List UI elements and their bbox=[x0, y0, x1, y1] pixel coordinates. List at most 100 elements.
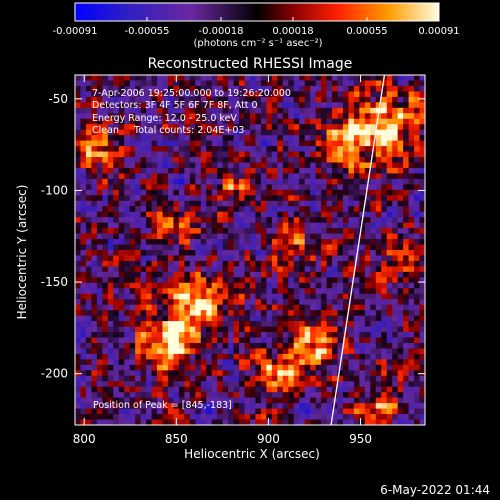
heatmap-cell bbox=[250, 386, 257, 393]
heatmap-cell bbox=[260, 381, 268, 388]
heatmap-cell bbox=[96, 80, 103, 87]
heatmap-cell bbox=[375, 102, 382, 109]
heatmap-cell bbox=[337, 146, 344, 153]
heatmap-cell bbox=[222, 96, 229, 103]
heatmap-cell bbox=[342, 228, 350, 235]
heatmap-cell bbox=[342, 157, 350, 164]
heatmap-cell bbox=[200, 107, 207, 114]
heatmap-cell bbox=[293, 337, 300, 344]
heatmap-cell bbox=[244, 342, 251, 350]
heatmap-cell bbox=[304, 162, 311, 169]
heatmap-cell bbox=[146, 96, 153, 103]
heatmap-cell bbox=[118, 342, 125, 350]
heatmap-cell bbox=[408, 386, 415, 393]
heatmap-cell bbox=[113, 375, 120, 382]
heatmap-cell bbox=[124, 337, 131, 344]
heatmap-cell bbox=[178, 239, 185, 246]
heatmap-cell bbox=[146, 162, 153, 169]
heatmap-cell bbox=[277, 255, 284, 262]
heatmap-cell bbox=[288, 299, 295, 306]
heatmap-cell bbox=[353, 408, 360, 415]
heatmap-cell bbox=[337, 370, 344, 377]
heatmap-cell bbox=[244, 403, 251, 410]
y-tick-label: -150 bbox=[41, 275, 68, 289]
heatmap-cell bbox=[419, 200, 425, 207]
heatmap-cell bbox=[353, 277, 360, 284]
heatmap-cell bbox=[200, 403, 207, 410]
heatmap-cell bbox=[386, 80, 393, 87]
heatmap-cell bbox=[419, 102, 425, 109]
heatmap-cell bbox=[414, 293, 421, 300]
heatmap-cell bbox=[228, 96, 235, 103]
heatmap-cell bbox=[364, 244, 371, 251]
heatmap-cell bbox=[228, 266, 235, 273]
heatmap-cell bbox=[359, 96, 366, 103]
heatmap-cell bbox=[255, 96, 262, 103]
heatmap-cell bbox=[250, 162, 257, 169]
heatmap-cell bbox=[157, 375, 164, 382]
heatmap-cell bbox=[277, 211, 284, 218]
heatmap-cell bbox=[206, 244, 213, 251]
heatmap-cell bbox=[162, 255, 169, 262]
heatmap-cell bbox=[321, 173, 328, 180]
heatmap-cell bbox=[124, 91, 131, 98]
heatmap-cell bbox=[277, 146, 284, 153]
heatmap-cell bbox=[113, 107, 120, 114]
heatmap-cell bbox=[178, 321, 185, 328]
heatmap-cell bbox=[140, 310, 147, 317]
heatmap-cell bbox=[113, 255, 120, 262]
heatmap-cell bbox=[255, 124, 262, 131]
heatmap-cell bbox=[277, 239, 284, 246]
heatmap-cell bbox=[375, 315, 382, 322]
heatmap-cell bbox=[228, 140, 235, 147]
heatmap-cell bbox=[178, 178, 185, 185]
heatmap-cell bbox=[364, 157, 371, 164]
heatmap-cell bbox=[184, 293, 191, 300]
heatmap-cell bbox=[217, 342, 224, 350]
heatmap-cell bbox=[146, 348, 153, 355]
heatmap-cell bbox=[288, 195, 295, 202]
heatmap-cell bbox=[96, 304, 103, 311]
heatmap-cell bbox=[332, 206, 339, 213]
heatmap-cell bbox=[332, 146, 339, 153]
heatmap-cell bbox=[189, 326, 196, 333]
heatmap-cell bbox=[184, 321, 191, 328]
heatmap-cell bbox=[250, 337, 257, 344]
heatmap-cell bbox=[293, 244, 300, 251]
heatmap-cell bbox=[337, 255, 344, 262]
heatmap-cell bbox=[266, 135, 273, 142]
heatmap-cell bbox=[315, 370, 322, 377]
heatmap-cell bbox=[113, 332, 120, 339]
heatmap-cell bbox=[75, 386, 82, 393]
heatmap-cell bbox=[228, 217, 235, 224]
heatmap-cell bbox=[271, 271, 278, 278]
heatmap-cell bbox=[310, 364, 317, 371]
heatmap-cell bbox=[173, 266, 180, 273]
heatmap-cell bbox=[135, 304, 142, 311]
heatmap-cell bbox=[293, 282, 300, 289]
heatmap-cell bbox=[184, 250, 191, 257]
heatmap-cell bbox=[113, 304, 120, 311]
heatmap-cell bbox=[332, 157, 339, 164]
heatmap-cell bbox=[250, 75, 257, 82]
heatmap-cell bbox=[348, 293, 355, 300]
heatmap-cell bbox=[299, 370, 306, 377]
heatmap-cell bbox=[140, 299, 147, 306]
heatmap-cell bbox=[162, 250, 169, 257]
heatmap-cell bbox=[146, 239, 153, 246]
heatmap-cell bbox=[173, 173, 180, 180]
heatmap-cell bbox=[332, 239, 339, 246]
heatmap-cell bbox=[151, 255, 158, 262]
heatmap-cell bbox=[206, 173, 213, 180]
heatmap-cell bbox=[348, 189, 355, 196]
heatmap-cell bbox=[75, 102, 82, 109]
heatmap-cell bbox=[381, 260, 388, 268]
heatmap-cell bbox=[118, 386, 125, 393]
heatmap-cell bbox=[102, 392, 109, 399]
heatmap-cell bbox=[381, 271, 388, 278]
heatmap-cell bbox=[348, 392, 355, 399]
heatmap-cell bbox=[233, 135, 240, 142]
heatmap-cell bbox=[151, 250, 158, 257]
heatmap-cell bbox=[178, 107, 185, 114]
heatmap-cell bbox=[195, 370, 202, 377]
